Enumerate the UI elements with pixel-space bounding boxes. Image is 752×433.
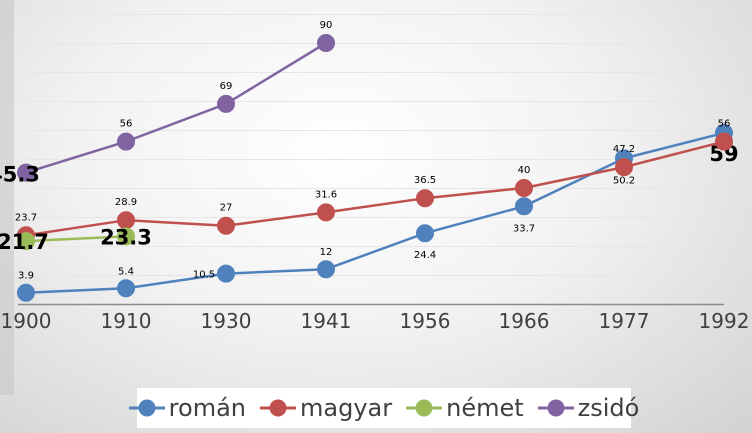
data-label: 23.7 bbox=[15, 212, 37, 223]
legend-marker-icon bbox=[260, 397, 296, 419]
legend-marker-icon bbox=[406, 397, 442, 419]
data-label: 36.5 bbox=[414, 175, 436, 186]
data-label: 24.4 bbox=[414, 250, 436, 261]
legend-item: magyar bbox=[260, 394, 392, 422]
data-label: 12 bbox=[320, 247, 333, 258]
data-point bbox=[716, 133, 733, 150]
data-label: 56 bbox=[718, 119, 731, 130]
data-point bbox=[516, 180, 533, 197]
data-point bbox=[218, 265, 235, 282]
legend-marker-dot bbox=[270, 400, 287, 417]
data-point bbox=[318, 35, 335, 52]
line-chart: 1900 1910 1930 1941 1956 1966 1977 1992 3.9 5.4 10… bbox=[0, 0, 752, 390]
data-point bbox=[417, 190, 434, 207]
legend-item: német bbox=[406, 394, 524, 422]
data-label: 90 bbox=[320, 20, 333, 31]
x-tick-label: 1900 bbox=[1, 309, 52, 333]
legend-label: zsidó bbox=[578, 394, 640, 422]
legend-marker-icon bbox=[129, 397, 165, 419]
x-tick-label: 1992 bbox=[699, 309, 750, 333]
x-tick-label: 1966 bbox=[499, 309, 550, 333]
data-point bbox=[118, 280, 135, 297]
data-label: 56 bbox=[120, 119, 133, 130]
data-point bbox=[318, 204, 335, 221]
x-tick-label: 1956 bbox=[400, 309, 451, 333]
x-tick-label: 1930 bbox=[201, 309, 252, 333]
data-point bbox=[218, 217, 235, 234]
data-point bbox=[318, 261, 335, 278]
data-point bbox=[18, 284, 35, 301]
data-label: 47.2 bbox=[613, 144, 635, 155]
legend-item: román bbox=[129, 394, 246, 422]
legend-marker-dot bbox=[547, 400, 564, 417]
legend-marker-icon bbox=[538, 397, 574, 419]
data-point bbox=[417, 225, 434, 242]
data-label: 10.5 bbox=[193, 270, 215, 281]
series-line bbox=[26, 43, 326, 173]
data-label: 31.6 bbox=[315, 189, 337, 200]
data-label: 69 bbox=[220, 81, 233, 92]
data-point bbox=[218, 95, 235, 112]
legend-item: zsidó bbox=[538, 394, 640, 422]
legend-marker-dot bbox=[416, 400, 433, 417]
data-point bbox=[616, 159, 633, 176]
x-tick-label: 1977 bbox=[599, 309, 650, 333]
data-label: 21.7 bbox=[0, 230, 49, 254]
data-label: 23.3 bbox=[100, 225, 152, 249]
data-label: 27 bbox=[220, 203, 233, 214]
data-label: 40 bbox=[518, 165, 531, 176]
data-point bbox=[516, 198, 533, 215]
data-label: 50.2 bbox=[613, 175, 635, 186]
legend-label: román bbox=[169, 394, 246, 422]
data-label: 28.9 bbox=[115, 197, 137, 208]
legend-label: német bbox=[446, 394, 524, 422]
data-point bbox=[118, 133, 135, 150]
x-tick-label: 1910 bbox=[101, 309, 152, 333]
data-label: 45.3 bbox=[0, 163, 40, 187]
legend-label: magyar bbox=[300, 394, 392, 422]
legend-marker-dot bbox=[138, 400, 155, 417]
data-label: 5.4 bbox=[118, 266, 134, 277]
x-tick-label: 1941 bbox=[301, 309, 352, 333]
data-label: 3.9 bbox=[18, 271, 34, 282]
chart-legend: román magyar német zsidó bbox=[137, 388, 631, 428]
data-label: 33.7 bbox=[513, 223, 535, 234]
